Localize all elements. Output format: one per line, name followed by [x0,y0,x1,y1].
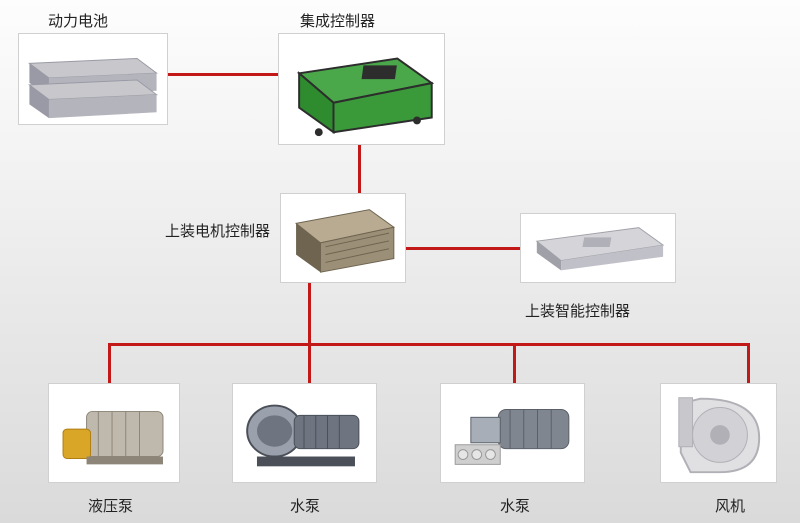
water2-label: 水泵 [500,495,530,516]
connector-bus-water1 [308,343,311,383]
water1-icon [233,384,376,482]
fan-label: 风机 [715,495,745,516]
upper-mc-icon [281,194,405,282]
connector-uppermc-uppersc [406,247,520,250]
connector-uppermc-bus [308,283,311,343]
battery-image [18,33,168,125]
icu-icon [279,34,444,144]
connector-icu-uppermc [358,145,361,193]
connector-bus-hydpump [108,343,111,383]
connector-bus-water2 [513,343,516,383]
connector-bus-fan [747,343,750,383]
connector-battery-icu [168,73,278,76]
water2-image [440,383,585,483]
fan-icon [661,384,776,482]
upper-sc-image [520,213,676,283]
upper-sc-label: 上装智能控制器 [525,300,630,321]
fan-image [660,383,777,483]
battery-icon [19,34,167,124]
battery-label: 动力电池 [48,10,108,31]
upper-mc-image [280,193,406,283]
water2-icon [441,384,584,482]
icu-image [278,33,445,145]
connector-bus [108,343,750,346]
icu-label: 集成控制器 [300,10,375,31]
hyd-pump-image [48,383,180,483]
water1-label: 水泵 [290,495,320,516]
upper-sc-icon [521,214,675,282]
hyd-pump-icon [49,384,179,482]
water1-image [232,383,377,483]
hyd-pump-label: 液压泵 [88,495,133,516]
upper-mc-label: 上装电机控制器 [165,220,270,241]
